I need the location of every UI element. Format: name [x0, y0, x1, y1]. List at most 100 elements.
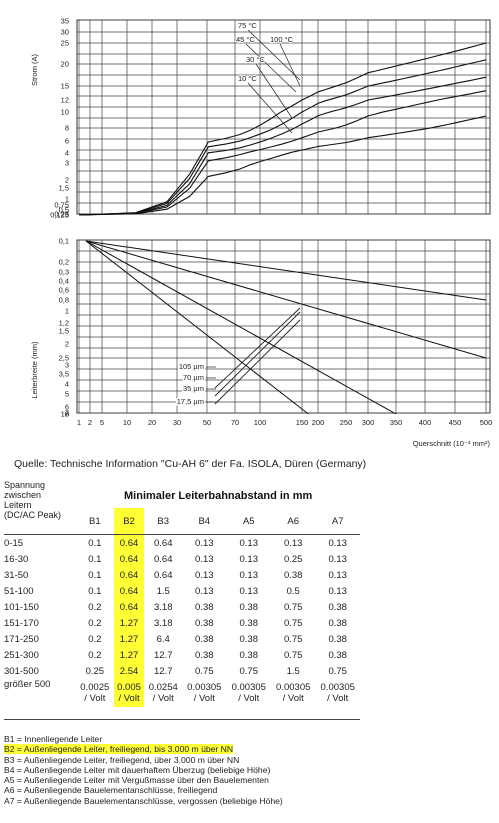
x-tick-label: 500 — [480, 418, 493, 427]
table-row: größer 500 0.0025/ Volt 0.005/ Volt 0.0254/… — [4, 679, 360, 707]
header-cell-empty — [4, 508, 76, 535]
legend-item: B3 = Außenliegende Leiter, freiliegend, … — [4, 755, 283, 765]
table-cell: 0.2 — [88, 617, 102, 629]
table-cell: 0.00305/ Volt — [182, 679, 226, 707]
table-header-row: B1 B2 B3 B4 A5 A6 A7 — [4, 508, 360, 535]
table-cell: 0.00305/ Volt — [315, 679, 360, 707]
cell-unit: / Volt — [327, 693, 349, 704]
temperature-curve — [78, 42, 487, 216]
label-leader-line — [255, 63, 293, 119]
y-axis-label: Leiterbreite (mm) — [30, 341, 39, 399]
voltage-header-line: zwischen — [4, 490, 42, 500]
temperature-curve — [78, 90, 487, 216]
cell-unit: / Volt — [84, 693, 106, 704]
y-tick-label: 3,5 — [59, 370, 69, 379]
table-cell: 0.75 — [283, 601, 303, 613]
column-header: B3 — [157, 515, 170, 527]
cell-value: 0.00305 — [187, 682, 222, 693]
legend-item: B2 = Außenliegende Leiter, freiliegend, … — [4, 744, 283, 755]
table-cell: 0.13 — [239, 569, 259, 581]
x-tick-label: 10 — [123, 418, 131, 427]
legend-item: B1 = Innenliegende Leiter — [4, 734, 283, 744]
thickness-line — [85, 240, 309, 415]
table-cell: 0.5 — [286, 585, 300, 597]
table-cell: 0.13 — [195, 553, 214, 565]
row-label: 171-250 — [4, 633, 39, 645]
y-tick-label: 0,3 — [59, 268, 69, 277]
table-body: 0-15 0.1 0.64 0.64 0.13 0.13 0.13 0.13 16-30 0.1 0… — [4, 534, 360, 707]
y-tick-label: 4 — [65, 149, 69, 158]
y-tick-label: 1,5 — [59, 184, 69, 193]
table-row: 151-170 0.2 1.27 3.18 0.38 0.38 0.75 0.38 — [4, 615, 360, 631]
cell-value: 0.0254 — [148, 682, 178, 693]
thickness-line — [85, 240, 487, 359]
table-row: 0-15 0.1 0.64 0.64 0.13 0.13 0.13 0.13 — [4, 534, 360, 551]
table-cell: 0.38 — [328, 601, 347, 613]
y-tick-label: 2,5 — [59, 354, 69, 363]
cell-unit: / Volt — [118, 693, 140, 704]
cell-unit: / Volt — [193, 693, 215, 704]
reading-line — [214, 311, 301, 397]
table-cell: 0.38 — [239, 601, 259, 613]
row-label: 251-300 — [4, 649, 39, 661]
table-cell: 0.64 — [113, 567, 145, 583]
temperature-curve — [78, 76, 487, 216]
table-cell: 0.00305/ Volt — [271, 679, 315, 707]
table-cell: 0.38 — [328, 649, 347, 661]
table-cell: 1.27 — [113, 647, 145, 663]
table-cell: 0.13 — [328, 585, 347, 597]
table-cell: 0.75 — [195, 665, 214, 677]
table-cell: 0.0254/ Volt — [144, 679, 182, 707]
table-cell: 12.7 — [153, 649, 173, 661]
legend-text: A5 = Außenliegende Leiter mit Vergußmass… — [4, 775, 269, 786]
cell-value: 0.00305 — [276, 682, 311, 693]
x-tick-label: 50 — [203, 418, 211, 427]
row-label: 101-150 — [4, 601, 39, 613]
x-tick-label: 150 — [296, 418, 309, 427]
row-label: 0-15 — [4, 534, 76, 551]
y-tick-label: 0,4 — [59, 277, 69, 286]
column-header: A6 — [287, 515, 300, 527]
nomogram-chart: 353025201512108643211,50,750,50,250,1250… — [30, 17, 493, 449]
voltage-header-line: Spannung — [4, 480, 46, 490]
table-cell: 0.2 — [88, 633, 102, 645]
legend-text: A7 = Außenliegende Bauelementanschlüsse,… — [4, 795, 283, 806]
y-tick-label: 0,8 — [59, 296, 69, 305]
temperature-label: 100 °C — [270, 35, 294, 44]
y-tick-label: 5 — [65, 390, 69, 399]
cell-unit: / Volt — [152, 693, 174, 704]
table-cell: 0.38 — [328, 617, 347, 629]
y-tick-label: 12 — [61, 96, 69, 105]
table-cell: 0.00305/ Volt — [227, 679, 271, 707]
table-cell: 0.64 — [153, 569, 173, 581]
cell-value: 0.005 — [117, 682, 141, 693]
column-header: B4 — [198, 515, 211, 527]
x-tick-label: 20 — [148, 418, 156, 427]
table-cell: 0.13 — [239, 553, 259, 565]
label-leader-line — [247, 29, 301, 81]
table-cell: 0.13 — [239, 585, 259, 597]
table-cell: 0.38 — [195, 601, 214, 613]
table-cell: 0.0025/ Volt — [76, 679, 114, 707]
y-tick-label: 0,2 — [59, 258, 69, 267]
temperature-label: 10 °C — [238, 74, 257, 83]
cell-value: 0.00305 — [231, 682, 266, 693]
table-cell: 1.27 — [113, 615, 145, 631]
table-title: Minimaler Leiterbahnabstand in mm — [124, 490, 313, 502]
x-tick-label: 400 — [419, 418, 432, 427]
table-cell: 6.4 — [156, 633, 170, 645]
column-header: B1 — [89, 515, 101, 527]
row-label: 301-500 — [4, 665, 39, 677]
table-cell: 0.38 — [328, 633, 347, 645]
table-row: 301-500 0.25 2.54 12.7 0.75 0.75 1.5 0.75 — [4, 663, 360, 679]
label-leader-line — [245, 43, 297, 93]
table-cell: 0.13 — [328, 553, 347, 565]
x-axis-label: Querschnitt (10⁻³ mm²) — [413, 439, 491, 448]
table-cell: 0.64 — [113, 599, 145, 615]
table-cell: 0.25 — [283, 553, 303, 565]
voltage-header: Spannung zwischen Leitern (DC/AC Peak) — [4, 480, 61, 520]
legend-text: A6 = Außenliegende Bauelementanschlüsse,… — [4, 785, 218, 796]
table-cell: 0.38 — [195, 649, 214, 661]
table-cell: 0.25 — [85, 665, 105, 677]
thickness-line — [85, 240, 487, 301]
